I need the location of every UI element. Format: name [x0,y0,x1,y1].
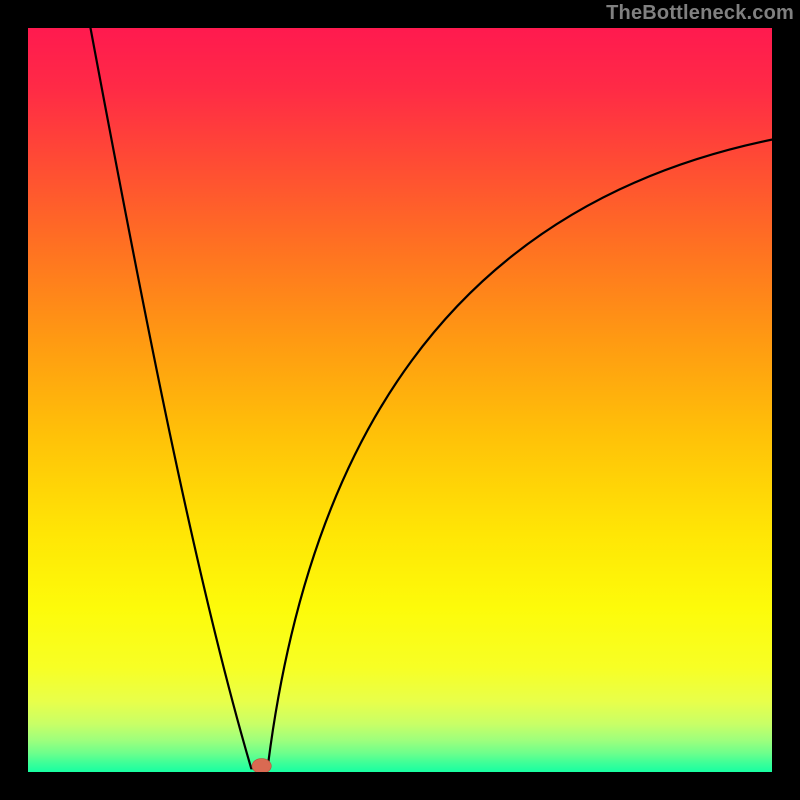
chart-stage: TheBottleneck.com [0,0,800,800]
gradient-background [28,28,772,772]
watermark-text: TheBottleneck.com [606,0,800,25]
plot-svg [28,28,772,772]
minimum-marker [252,759,271,772]
plot-area [28,28,772,772]
